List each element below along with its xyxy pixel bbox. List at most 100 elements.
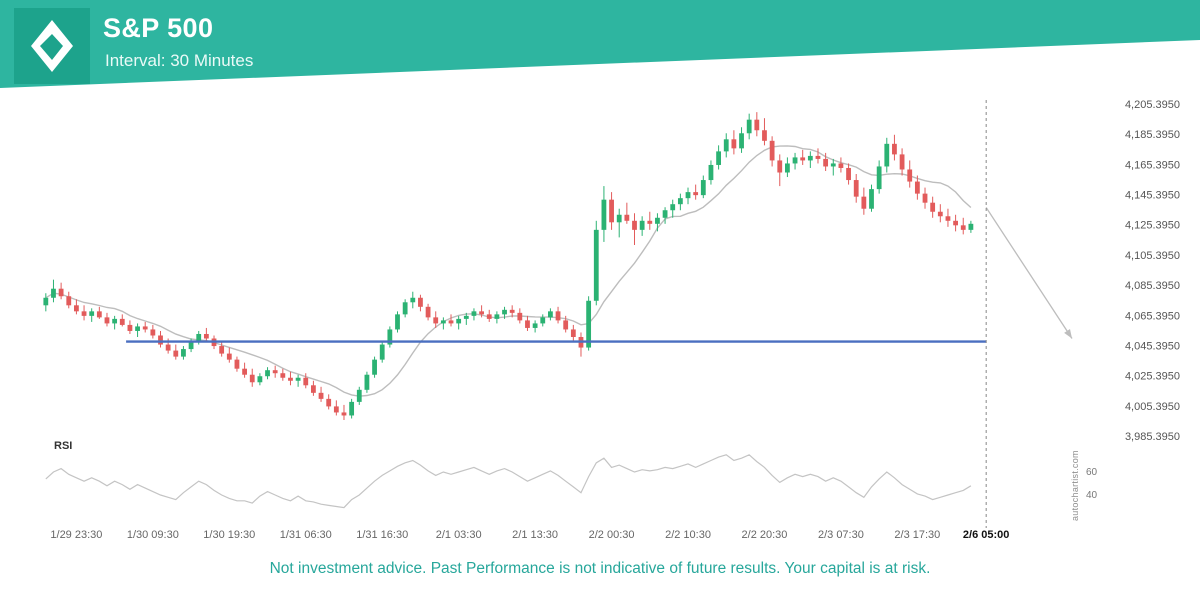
svg-text:4,085.3950: 4,085.3950 (1125, 280, 1180, 292)
candle-body (333, 406, 339, 413)
candle-body (953, 220, 958, 226)
candle-body (58, 288, 64, 297)
candle-body (739, 133, 744, 149)
candle-body (326, 398, 332, 407)
svg-text:1/29 23:30: 1/29 23:30 (50, 529, 102, 541)
candle-body (242, 368, 247, 375)
svg-text:2/1 13:30: 2/1 13:30 (512, 529, 558, 541)
candle-body (74, 305, 79, 312)
svg-text:4,005.3950: 4,005.3950 (1125, 401, 1180, 413)
svg-text:4,105.3950: 4,105.3950 (1125, 250, 1180, 262)
candle-body (96, 311, 102, 318)
candle-body (693, 192, 699, 196)
candle-body (708, 164, 714, 181)
svg-text:1/30 09:30: 1/30 09:30 (127, 529, 179, 541)
candle-body (280, 373, 286, 378)
candle-body (716, 151, 721, 165)
autochartist-logo (14, 8, 90, 84)
candle-body (463, 315, 469, 319)
candle-body (173, 350, 179, 357)
candle-body (494, 314, 500, 319)
candle-body (112, 318, 118, 324)
candle-body (249, 374, 255, 383)
candle-body (670, 204, 676, 211)
svg-text:1/30 19:30: 1/30 19:30 (203, 529, 255, 541)
candle-body (846, 167, 851, 181)
candle-body (219, 346, 225, 354)
candle-body (486, 314, 492, 319)
candle-body (127, 324, 133, 331)
candle-body (509, 309, 515, 313)
candle-body (570, 329, 576, 337)
candle-body (785, 163, 790, 173)
candle-body (440, 320, 446, 324)
svg-text:1/31 16:30: 1/31 16:30 (356, 529, 408, 541)
svg-text:4,045.3950: 4,045.3950 (1125, 340, 1180, 352)
svg-text:4,025.3950: 4,025.3950 (1125, 371, 1180, 383)
candle-body (685, 192, 691, 199)
candle-body (364, 374, 370, 390)
candle-body (448, 320, 454, 324)
rsi-line (45, 454, 972, 509)
candle-body (456, 318, 462, 324)
interval-label: Interval: 30 Minutes (105, 51, 254, 70)
candle-body (777, 160, 783, 173)
candle-body (119, 318, 125, 325)
candle-body (762, 130, 767, 141)
candle-body (104, 317, 110, 324)
candle-body (150, 329, 156, 336)
candle-body (555, 311, 561, 321)
svg-text:2/3 17:30: 2/3 17:30 (894, 529, 940, 541)
candle-body (593, 229, 599, 301)
svg-text:2/1 03:30: 2/1 03:30 (436, 529, 482, 541)
svg-text:3,985.3950: 3,985.3950 (1125, 431, 1180, 443)
candle-body (861, 196, 867, 209)
candle-body (181, 349, 186, 357)
candle-body (395, 314, 400, 330)
candle-body (272, 370, 278, 374)
candle-body (769, 140, 775, 161)
svg-text:4,205.3950: 4,205.3950 (1125, 99, 1180, 111)
candle-body (349, 401, 355, 416)
candle-body (356, 389, 362, 402)
candle-body (188, 341, 194, 350)
candle-body (142, 326, 148, 330)
candle-body (914, 181, 920, 194)
candle-body (754, 119, 760, 131)
candle-body (838, 163, 844, 168)
instrument-title: S&P 500 (103, 13, 214, 43)
candle-body (700, 180, 706, 196)
candle-body (43, 297, 49, 306)
candle-body (892, 143, 897, 155)
candle-body (945, 216, 951, 221)
candle-body (89, 311, 95, 316)
candle-body (876, 166, 882, 190)
candle-body (548, 311, 553, 318)
candle-body (418, 297, 423, 307)
candle-body (922, 193, 928, 203)
svg-text:4,145.3950: 4,145.3950 (1125, 190, 1180, 202)
candle-body (517, 312, 523, 321)
candle-body (525, 320, 530, 328)
svg-text:4,125.3950: 4,125.3950 (1125, 220, 1180, 232)
price-axis-labels: 4,205.3950 4,185.3950 4,165.3950 4,145.3950… (1125, 99, 1180, 443)
candle-body (968, 223, 974, 230)
candle-body (372, 359, 377, 375)
candle-body (677, 198, 683, 205)
candle-body (295, 377, 301, 381)
candle-body (51, 288, 56, 298)
candle-body (853, 180, 859, 197)
candle-body (746, 119, 752, 134)
candle-body (884, 143, 890, 167)
candle-body (563, 320, 569, 330)
candle-body (930, 202, 936, 212)
candle-body (624, 214, 630, 221)
candle-body (540, 317, 546, 324)
candle-body (807, 155, 813, 161)
candle-body (502, 309, 507, 315)
candle-body (318, 392, 324, 399)
rsi-panel-label: RSI (54, 440, 73, 452)
candle-body (899, 154, 905, 170)
candle-body (66, 296, 72, 306)
